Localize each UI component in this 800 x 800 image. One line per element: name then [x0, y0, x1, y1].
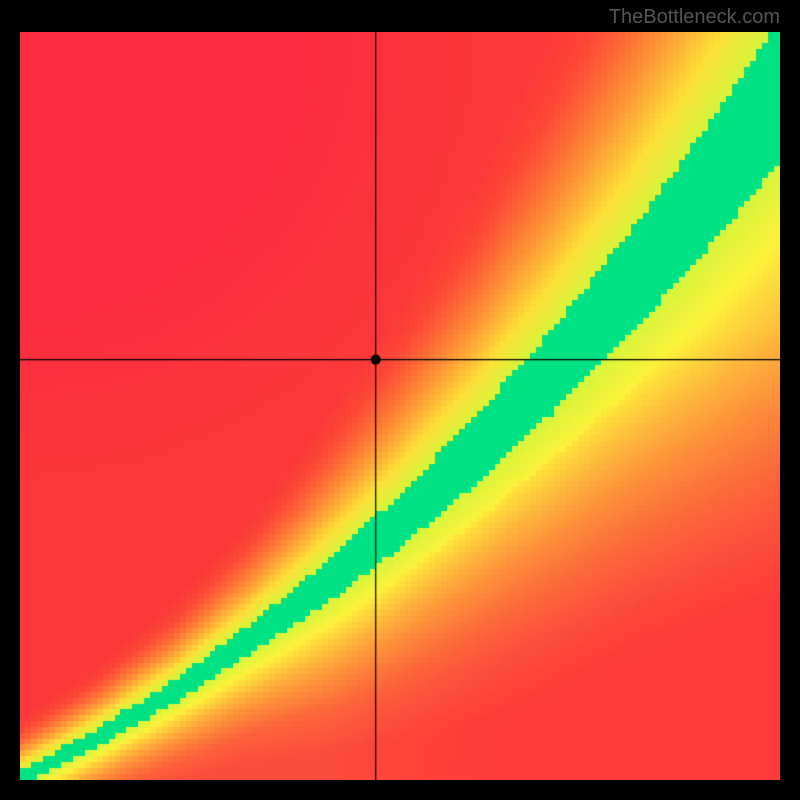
watermark-text: TheBottleneck.com: [609, 6, 780, 29]
bottleneck-heatmap: [20, 32, 780, 780]
chart-container: TheBottleneck.com: [0, 0, 800, 800]
